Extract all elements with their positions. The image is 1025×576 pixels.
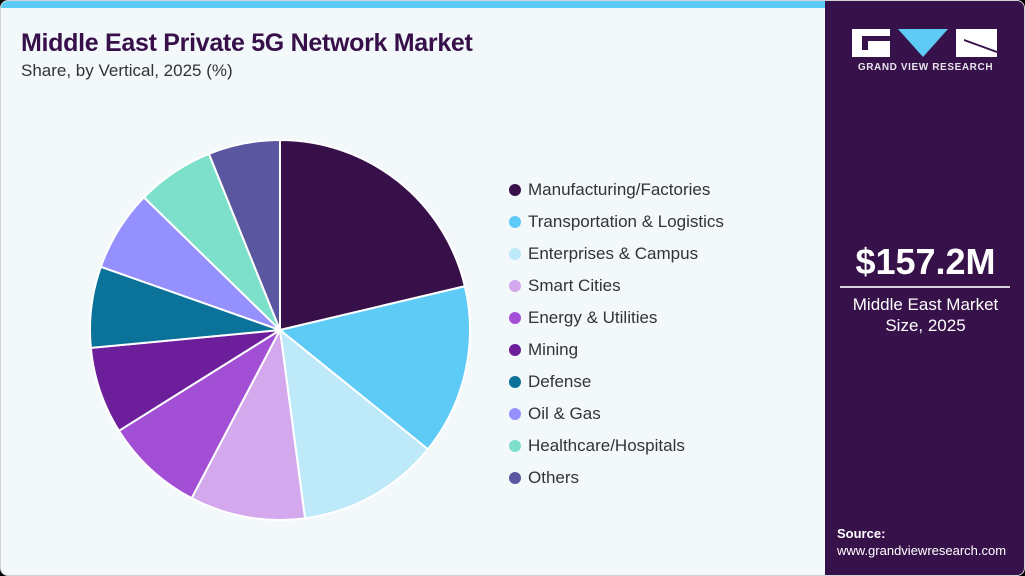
legend-dot-icon (509, 184, 521, 196)
legend-dot-icon (509, 440, 521, 452)
legend-dot-icon (509, 344, 521, 356)
legend-item: Transportation & Logistics (509, 206, 724, 238)
market-size-value: $157.2M (855, 241, 996, 282)
legend-dot-icon (509, 472, 521, 484)
brand-name: GRAND VIEW RESEARCH (857, 62, 994, 73)
legend-label: Mining (528, 340, 579, 359)
legend-item: Energy & Utilities (509, 302, 724, 334)
legend-item: Oil & Gas (509, 398, 724, 430)
legend-dot-icon (509, 280, 521, 292)
legend-label: Oil & Gas (528, 404, 601, 423)
pie-slice-smart-cities (190, 329, 306, 521)
legend-dot-icon (509, 216, 521, 228)
source-label: Source: (837, 526, 886, 541)
legend-label: Smart Cities (528, 276, 621, 295)
grand-view-research-logo-icon (852, 29, 997, 57)
legend-label: Defense (528, 372, 592, 391)
legend-item: Manufacturing/Factories (509, 174, 724, 206)
divider (840, 286, 1010, 288)
pie-chart (89, 139, 471, 521)
legend-label: Manufacturing/Factories (528, 180, 711, 199)
market-label-line2: Size, 2025 (885, 316, 966, 335)
source-link[interactable]: www.grandviewresearch.com (837, 543, 1007, 558)
pie-slice-manufacturing-factories (279, 139, 466, 331)
chart-legend: Manufacturing/Factories Transportation & … (509, 174, 724, 494)
legend-dot-icon (509, 312, 521, 324)
pie-slice-transportation-logistics (279, 285, 471, 451)
legend-dot-icon (509, 248, 521, 260)
pie-slice-enterprises-campus (279, 329, 429, 520)
legend-label: Energy & Utilities (528, 308, 658, 327)
legend-item: Mining (509, 334, 724, 366)
legend-label: Transportation & Logistics (528, 212, 724, 231)
legend-item: Healthcare/Hospitals (509, 430, 724, 462)
legend-item: Defense (509, 366, 724, 398)
legend-label: Others (528, 468, 580, 487)
legend-dot-icon (509, 376, 521, 388)
legend-label: Enterprises & Campus (528, 244, 699, 263)
legend-item: Enterprises & Campus (509, 238, 724, 270)
market-size-label: Middle East Market Size, 2025 (825, 294, 1024, 336)
info-sidebar: GRAND VIEW RESEARCH $157.2M Middle East … (825, 1, 1024, 575)
accent-bar (1, 1, 825, 8)
legend-item: Smart Cities (509, 270, 724, 302)
chart-title: Middle East Private 5G Network Market (21, 29, 473, 57)
legend-dot-icon (509, 408, 521, 420)
market-label-line1: Middle East Market (852, 295, 999, 314)
pie-slice-energy-utilities (117, 329, 281, 500)
legend-item: Others (509, 462, 724, 494)
legend-label: Healthcare/Hospitals (528, 436, 685, 455)
pie-slice-others (207, 139, 281, 331)
chart-subtitle: Share, by Vertical, 2025 (%) (21, 61, 233, 80)
